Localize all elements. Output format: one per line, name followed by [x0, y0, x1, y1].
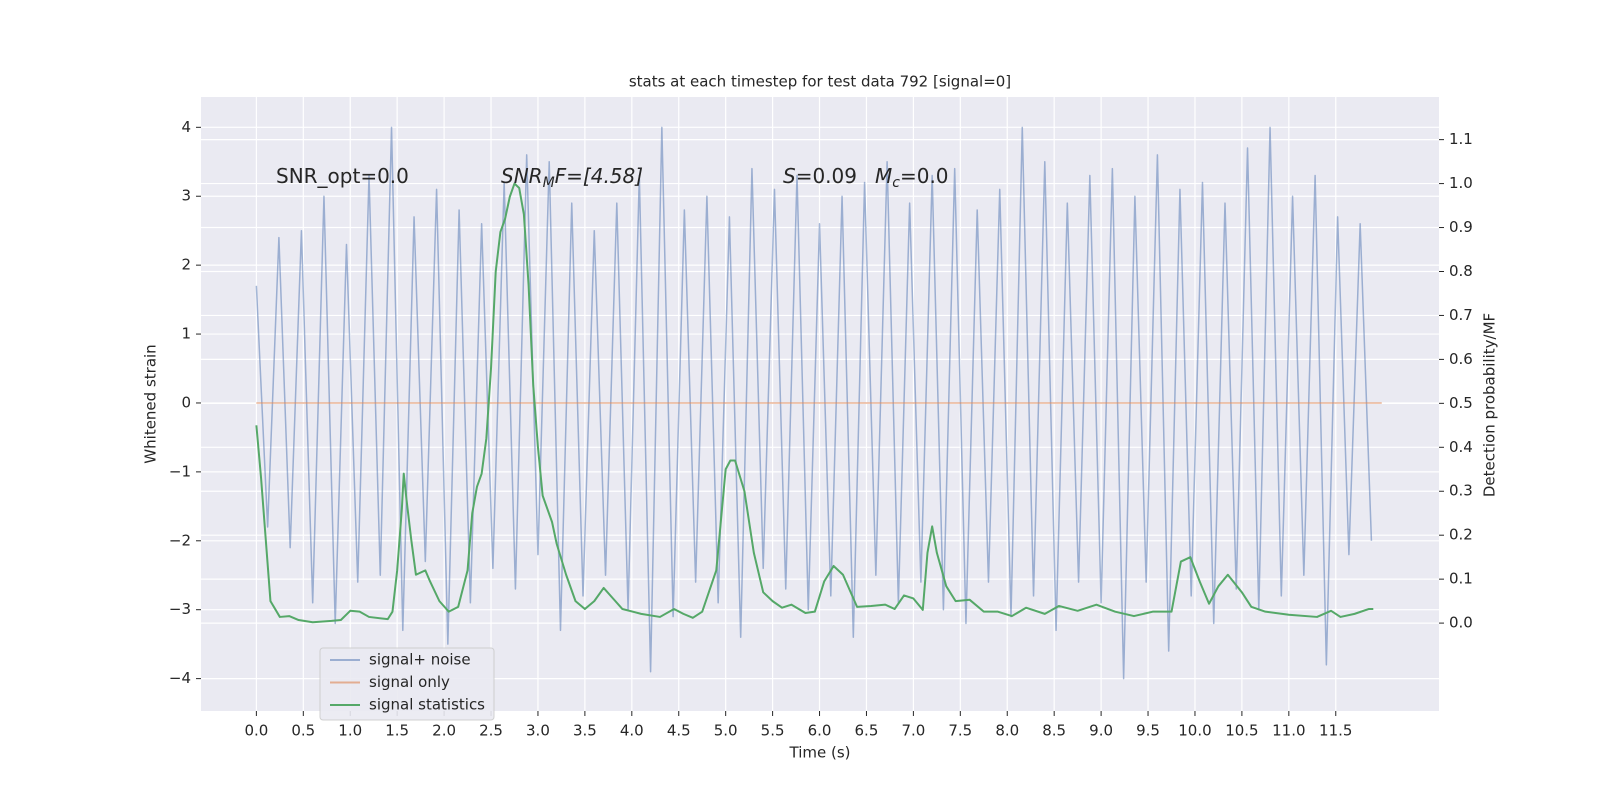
y-tick-label: 1	[181, 325, 191, 343]
x-tick-label: 9.0	[1089, 722, 1113, 740]
x-tick-label: 11.0	[1272, 722, 1305, 740]
series-line	[255, 126, 1373, 680]
x-tick-label: 1.5	[385, 722, 409, 740]
x-tick-label: 0.5	[291, 722, 315, 740]
legend-label: signal statistics	[369, 696, 485, 714]
annotation-part: F=[4.58]	[555, 164, 643, 188]
legend-label: signal+ noise	[369, 651, 471, 669]
x-tick-label: 9.5	[1136, 722, 1160, 740]
annotation-part: SNR	[501, 164, 543, 188]
y-axis-label: Whitened strain	[142, 344, 160, 463]
annotation-part: M	[543, 175, 555, 191]
x-tick-label: 5.0	[714, 722, 738, 740]
x-tick-label: 3.0	[526, 722, 550, 740]
x-tick-label: 3.5	[573, 722, 597, 740]
x-tick-label: 1.0	[338, 722, 362, 740]
y2-tick-label: 0.5	[1449, 394, 1473, 412]
y2-tick-label: 0.6	[1449, 350, 1473, 368]
y-tick-label: −1	[169, 462, 191, 480]
x-axis-label: Time (s)	[789, 744, 851, 762]
y2-tick-label: 0.1	[1449, 570, 1473, 588]
x-tick-label: 7.5	[948, 722, 972, 740]
y2-tick-label: 1.0	[1449, 174, 1473, 192]
y2-tick-label: 0.0	[1449, 614, 1473, 632]
annotation: S=0.09 Mc=0.0	[783, 164, 949, 192]
annotation: SNRMF=[4.58]	[501, 164, 643, 192]
y-tick-label: 0	[181, 393, 191, 411]
chart-title: stats at each timestep for test data 792…	[629, 73, 1011, 91]
annotation-part: SNR_opt=0.0	[276, 164, 409, 188]
legend: signal+ noise signal only signal statistic…	[319, 647, 495, 721]
x-tick-label: 8.0	[995, 722, 1019, 740]
x-tick-label: 8.5	[1042, 722, 1066, 740]
x-tick-label: 10.0	[1178, 722, 1211, 740]
x-tick-label: 5.5	[761, 722, 785, 740]
y2-tick-label: 0.9	[1449, 218, 1473, 236]
annotation-part: M	[875, 164, 892, 188]
y2-tick-label: 0.4	[1449, 438, 1473, 456]
y-tick-label: −4	[169, 669, 191, 687]
annotation-part: S	[783, 164, 796, 188]
y2-axis-label: Detection probability/MF	[1481, 313, 1499, 497]
x-tick-label: 6.5	[855, 722, 879, 740]
x-tick-label: 0.0	[244, 722, 268, 740]
x-tick-label: 7.0	[901, 722, 925, 740]
y2-tick-label: 0.3	[1449, 482, 1473, 500]
y2-tick-label: 0.2	[1449, 526, 1473, 544]
x-tick-label: 4.0	[620, 722, 644, 740]
y2-tick-label: 0.7	[1449, 306, 1473, 324]
x-tick-label: 2.5	[479, 722, 503, 740]
y-tick-label: 3	[181, 187, 191, 205]
x-tick-label: 2.0	[432, 722, 456, 740]
y-tick-label: 2	[181, 256, 191, 274]
x-tick-label: 4.5	[667, 722, 691, 740]
annotation: SNR_opt=0.0	[276, 164, 409, 188]
series-line	[255, 182, 1374, 624]
marks	[255, 126, 1382, 680]
y-tick-label: −2	[169, 531, 191, 549]
y2-tick-label: 1.1	[1449, 130, 1473, 148]
annotation-part: =0.0	[900, 164, 949, 188]
x-tick-label: 11.5	[1319, 722, 1352, 740]
legend-box	[319, 647, 495, 721]
y-tick-label: −3	[169, 600, 191, 618]
x-tick-label: 10.5	[1225, 722, 1258, 740]
labels: stats at each timestep for test data 792…	[142, 73, 1499, 762]
y-tick-label: 4	[181, 118, 191, 136]
x-tick-label: 6.0	[808, 722, 832, 740]
annotation-part: =0.09	[796, 164, 857, 188]
annotation-part: c	[892, 175, 900, 191]
legend-label: signal only	[369, 673, 450, 691]
y2-tick-label: 0.8	[1449, 262, 1473, 280]
